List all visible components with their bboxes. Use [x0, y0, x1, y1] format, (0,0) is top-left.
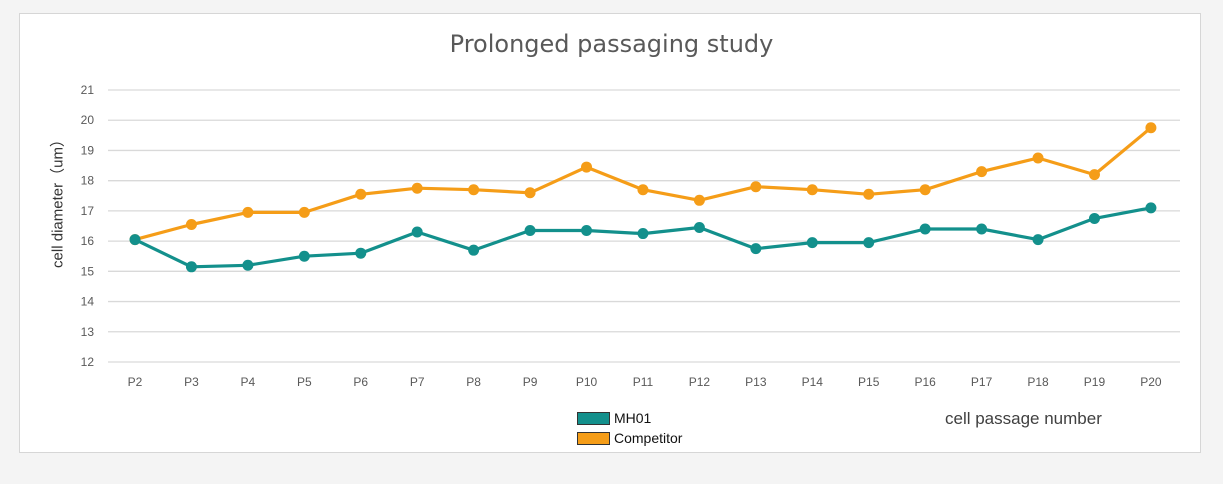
x-tick-label: P4	[241, 375, 256, 389]
data-point-mh01	[1088, 212, 1100, 224]
x-tick-label: P15	[858, 375, 880, 389]
y-tick-label: 16	[81, 234, 95, 248]
y-axis-label: cell diameter（um）	[49, 132, 67, 268]
data-point-competitor	[1088, 169, 1100, 181]
data-point-competitor	[1145, 122, 1157, 134]
x-tick-label: P10	[576, 375, 598, 389]
data-point-competitor	[468, 184, 480, 196]
legend: MH01 Competitor	[577, 409, 682, 449]
legend-label-mh01: MH01	[614, 410, 652, 426]
data-point-competitor	[863, 188, 875, 200]
x-tick-label: P14	[802, 375, 824, 389]
data-point-competitor	[976, 166, 988, 178]
data-point-competitor	[750, 181, 762, 193]
y-tick-label: 12	[81, 355, 95, 369]
data-point-competitor	[185, 218, 197, 230]
y-tick-label: 19	[81, 143, 95, 157]
chart-title: Prolonged passaging study	[449, 30, 774, 58]
x-tick-label: P19	[1084, 375, 1106, 389]
data-point-mh01	[1032, 234, 1044, 246]
x-tick-label: P18	[1027, 375, 1049, 389]
x-tick-label: P9	[523, 375, 538, 389]
legend-item-competitor: Competitor	[577, 429, 682, 447]
data-point-mh01	[298, 250, 310, 262]
legend-item-mh01: MH01	[577, 409, 682, 427]
x-tick-label: P6	[353, 375, 368, 389]
data-point-competitor	[1032, 152, 1044, 164]
y-tick-label: 13	[81, 325, 95, 339]
x-tick-label: P3	[184, 375, 199, 389]
y-tick-label: 20	[81, 113, 95, 127]
x-tick-label: P5	[297, 375, 312, 389]
y-tick-label: 18	[81, 174, 95, 188]
data-point-competitor	[524, 187, 536, 199]
data-point-mh01	[1145, 202, 1157, 214]
data-point-mh01	[185, 261, 197, 273]
data-point-competitor	[298, 206, 310, 218]
data-point-competitor	[806, 184, 818, 196]
legend-label-competitor: Competitor	[614, 430, 683, 446]
y-tick-label: 21	[81, 83, 95, 97]
data-point-mh01	[693, 222, 705, 234]
data-point-mh01	[242, 259, 254, 271]
data-point-competitor	[919, 184, 931, 196]
x-axis-label: cell passage number	[945, 409, 1102, 428]
y-tick-label: 14	[81, 295, 95, 309]
data-point-mh01	[750, 243, 762, 255]
data-point-competitor	[411, 182, 423, 194]
x-tick-label: P16	[914, 375, 936, 389]
data-point-mh01	[411, 226, 423, 238]
legend-swatch-competitor	[577, 431, 610, 445]
x-tick-label: P7	[410, 375, 425, 389]
data-point-competitor	[355, 188, 367, 200]
data-point-mh01	[637, 228, 649, 240]
data-point-mh01	[976, 223, 988, 235]
data-point-mh01	[355, 247, 367, 259]
data-point-competitor	[242, 206, 254, 218]
data-point-mh01	[919, 223, 931, 235]
data-point-mh01	[129, 234, 141, 246]
data-point-mh01	[806, 237, 818, 249]
data-point-competitor	[637, 184, 649, 196]
x-tick-label: P13	[745, 375, 767, 389]
data-point-mh01	[524, 225, 536, 237]
x-tick-label: P17	[971, 375, 993, 389]
data-point-mh01	[468, 244, 480, 256]
x-tick-label: P20	[1140, 375, 1162, 389]
legend-swatch-mh01	[577, 411, 610, 425]
y-tick-label: 17	[81, 204, 95, 218]
data-point-competitor	[693, 194, 705, 206]
y-tick-label: 15	[81, 264, 95, 278]
x-tick-label: P2	[128, 375, 143, 389]
x-tick-label: P8	[466, 375, 481, 389]
x-tick-label: P11	[633, 375, 654, 389]
data-point-mh01	[863, 237, 875, 249]
data-point-mh01	[581, 225, 593, 237]
data-point-competitor	[581, 161, 593, 173]
x-tick-label: P12	[689, 375, 711, 389]
series-line-competitor	[133, 126, 1153, 242]
